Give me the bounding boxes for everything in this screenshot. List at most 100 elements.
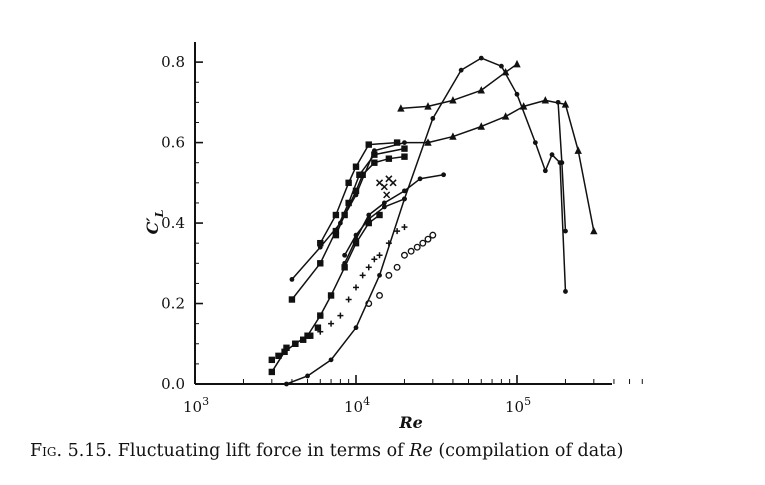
data-point <box>353 284 359 291</box>
series-line <box>271 214 380 373</box>
data-point <box>353 325 359 331</box>
data-point <box>401 251 408 259</box>
data-point <box>352 163 360 170</box>
series-9 <box>342 172 446 266</box>
figure-number: Fig. 5.15. <box>30 441 113 461</box>
data-point <box>441 172 446 178</box>
data-point <box>356 171 363 178</box>
data-point <box>353 232 359 238</box>
data-point <box>352 239 360 247</box>
data-point <box>555 99 561 105</box>
data-point <box>281 348 288 356</box>
data-point <box>376 252 383 259</box>
data-point <box>376 292 383 299</box>
data-point <box>385 155 393 162</box>
data-point <box>424 102 432 110</box>
data-point <box>366 212 372 218</box>
data-point <box>559 160 565 166</box>
data-point-stroke <box>389 179 397 187</box>
series-14 <box>365 231 437 307</box>
data-point <box>317 312 324 319</box>
data-point <box>381 200 387 206</box>
data-point <box>477 86 485 94</box>
data-point <box>402 196 407 202</box>
data-point <box>292 340 299 347</box>
data-point <box>365 300 373 307</box>
series-15 <box>375 175 397 199</box>
data-point <box>300 336 307 343</box>
data-point <box>288 296 296 303</box>
data-point <box>275 352 282 360</box>
data-point <box>377 272 382 278</box>
data-point <box>337 312 344 319</box>
data-point <box>381 204 387 210</box>
series-5 <box>289 140 431 282</box>
data-point <box>345 199 352 207</box>
data-point <box>417 176 423 182</box>
x-tick-label: 105 <box>505 395 531 416</box>
data-point <box>402 188 407 194</box>
caption-text-after: (compilation of data) <box>438 441 624 461</box>
data-point <box>383 191 391 199</box>
data-point <box>365 141 372 148</box>
data-point <box>563 289 568 294</box>
series-line <box>400 63 518 110</box>
data-point <box>342 252 348 258</box>
x-axis-label: Re <box>398 413 422 432</box>
series-13 <box>317 224 408 335</box>
data-point <box>393 263 401 271</box>
y-tick-label: 0.2 <box>161 295 185 313</box>
data-point <box>501 112 510 120</box>
data-point <box>429 231 437 239</box>
data-point <box>305 373 310 379</box>
y-tick-label: 0.4 <box>161 214 185 232</box>
data-point <box>317 328 324 335</box>
data-point <box>307 332 314 339</box>
data-point <box>341 211 348 219</box>
data-point <box>359 171 366 178</box>
series-line <box>291 147 405 300</box>
figure-caption: Fig. 5.15. Fluctuating lift force in ter… <box>30 441 623 461</box>
data-point-stroke <box>380 183 388 191</box>
data-point <box>498 63 504 69</box>
series-3 <box>284 55 568 387</box>
data-point <box>332 211 340 219</box>
data-point <box>380 183 388 191</box>
axes <box>194 42 643 385</box>
data-point <box>359 272 366 279</box>
data-point <box>385 240 392 247</box>
data-point <box>314 324 322 331</box>
series-6 <box>288 145 408 303</box>
series-line <box>427 99 595 232</box>
data-point <box>345 179 352 187</box>
y-axis-label: C′L <box>143 209 166 234</box>
data-point <box>449 96 457 104</box>
data-point <box>401 145 408 152</box>
data-point <box>393 139 401 146</box>
series-7 <box>317 139 401 247</box>
data-point <box>419 239 427 247</box>
data-point-stroke <box>383 191 391 199</box>
data-point <box>549 152 555 158</box>
data-point <box>328 320 335 327</box>
data-point-stroke <box>385 175 393 183</box>
series-line <box>319 141 398 244</box>
data-point <box>332 231 340 239</box>
y-tick-label: 0.8 <box>161 53 185 71</box>
data-point <box>563 228 568 234</box>
data-point <box>283 344 290 351</box>
data-point <box>327 292 335 299</box>
data-series <box>268 55 598 387</box>
data-point <box>317 260 324 267</box>
data-point <box>532 140 538 145</box>
data-point <box>407 247 415 255</box>
data-point <box>371 159 378 166</box>
data-point-stroke <box>375 179 384 187</box>
data-point <box>268 356 276 364</box>
data-point <box>365 219 372 227</box>
data-point <box>590 226 598 235</box>
data-point <box>430 116 436 121</box>
data-point <box>514 91 520 97</box>
data-point <box>477 122 485 130</box>
y-tick-label: 0.0 <box>161 375 185 393</box>
